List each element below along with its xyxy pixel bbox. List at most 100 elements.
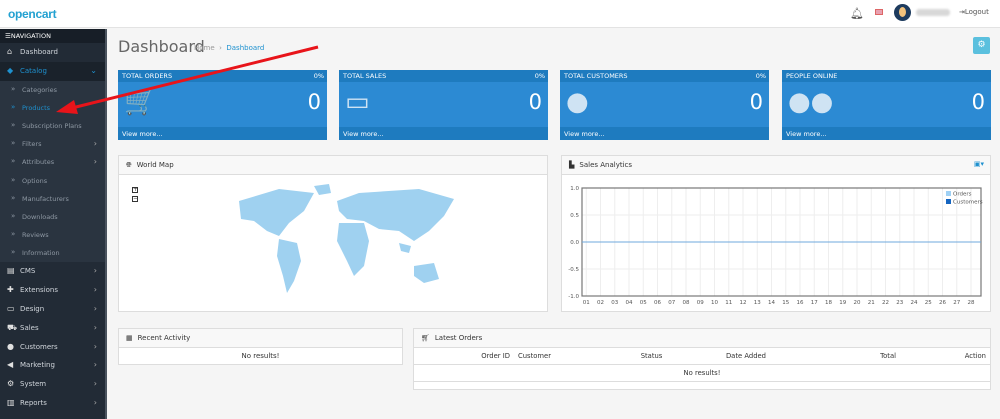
sidebar-item-label: Information	[22, 249, 60, 258]
sidebar-icon: »	[11, 102, 16, 111]
sidebar-item-label: Dashboard	[20, 48, 58, 56]
breadcrumb-home[interactable]: Home	[194, 44, 215, 52]
sales-chart: 01 02 03 04 05 06 07 08 09 10 11 12 13 14 15 16 17 18 19 20…	[568, 186, 982, 306]
opencart-logo[interactable]: opencart	[8, 3, 57, 23]
sidebar-item-design[interactable]: ▭ Design ›	[0, 300, 105, 319]
sidebar-icon: »	[11, 157, 16, 166]
latest-orders-panel: 🛒︎ Latest Orders Order ID Customer Status…	[413, 328, 991, 390]
sidebar-icon: ▥	[7, 398, 15, 408]
latest-orders-title: Latest Orders	[434, 334, 483, 342]
sidebar-item-products[interactable]: » Products	[0, 98, 105, 117]
tile-icon: ●	[566, 87, 589, 117]
sidebar-item-label: Reports	[20, 399, 47, 408]
x-tick-label: 16	[797, 300, 804, 306]
bell-icon[interactable]: 🔔︎	[850, 7, 864, 20]
tile-value: 0	[749, 90, 763, 114]
view-more-link[interactable]: View more...	[118, 127, 327, 140]
calendar-dropdown-icon[interactable]: ▣▾	[973, 160, 984, 168]
recent-activity-panel: ▦ Recent Activity No results!	[118, 328, 403, 365]
sales-analytics-panel: ▙ Sales Analytics ▣▾ 01 02 03 04 05 06 07 08 09 10…	[561, 155, 991, 312]
sidebar-item-reports[interactable]: ▥ Reports ›	[0, 394, 105, 413]
sidebar-icon: ⛟	[7, 322, 18, 332]
world-map[interactable]	[219, 181, 479, 306]
sidebar-item-label: Catalog	[20, 66, 47, 75]
sidebar-item-subscription-plans[interactable]: » Subscription Plans	[0, 116, 105, 136]
view-more-link[interactable]: View more...	[782, 127, 991, 140]
legend-swatch	[946, 199, 951, 204]
chevron-icon: ›	[93, 341, 97, 351]
sidebar-item-options[interactable]: » Options	[0, 171, 105, 190]
column-customer[interactable]: Customer	[514, 348, 603, 365]
x-tick-label: 13	[754, 300, 761, 306]
x-tick-label: 05	[640, 300, 647, 306]
sidebar-item-categories[interactable]: » Categories	[0, 80, 105, 99]
legend-label: Orders	[953, 192, 972, 198]
tile-total-sales: TOTAL SALES 0% ▭ 0 View more...	[339, 70, 548, 140]
sidebar-item-system[interactable]: ⚙ System ›	[0, 375, 105, 394]
x-tick-label: 20	[854, 300, 861, 306]
sidebar-item-extensions[interactable]: ✚ Extensions ›	[0, 281, 105, 300]
x-tick-label: 12	[740, 300, 747, 306]
tile-icon: ●●	[788, 87, 834, 117]
chevron-icon: ›	[93, 379, 97, 389]
sidebar-item-label: Subscription Plans	[22, 121, 82, 130]
chevron-icon: ›	[93, 322, 97, 332]
column-status[interactable]: Status	[602, 348, 667, 365]
view-more-link[interactable]: View more...	[560, 127, 769, 140]
settings-button[interactable]: ⚙	[973, 37, 990, 54]
y-tick-label: -0.5	[568, 267, 579, 273]
sidebar-icon: »	[11, 175, 16, 184]
y-tick-label: -1.0	[568, 294, 579, 300]
sidebar-item-attributes[interactable]: » Attributes ›	[0, 153, 105, 172]
sidebar-item-reviews[interactable]: » Reviews	[0, 226, 105, 245]
map-zoom-out-button[interactable]: −	[132, 195, 139, 202]
tile-icon: ▭	[345, 87, 370, 117]
logout-link[interactable]: ⇥Logout	[959, 8, 989, 16]
world-map-panel: 🌐︎ World Map + −	[118, 155, 548, 312]
sidebar-item-filters[interactable]: » Filters ›	[0, 135, 105, 154]
view-more-link[interactable]: View more...	[339, 127, 548, 140]
avatar[interactable]	[894, 4, 911, 21]
x-tick-label: 17	[811, 300, 818, 306]
x-tick-label: 15	[782, 300, 789, 306]
sidebar-icon: »	[11, 120, 16, 129]
sidebar-item-information[interactable]: » Information	[0, 244, 105, 263]
tile-people-online: PEOPLE ONLINE ●● 0 View more...	[782, 70, 991, 140]
cart-icon: 🛒︎	[421, 334, 430, 342]
tile-title: PEOPLE ONLINE	[786, 72, 838, 80]
page-title: Dashboard	[118, 37, 205, 56]
language-flag-icon[interactable]	[875, 9, 883, 15]
top-header: opencart 🔔︎ ⇥Logout	[0, 0, 1000, 28]
x-tick-label: 27	[953, 300, 960, 306]
sidebar-item-sales[interactable]: ⛟ Sales ›	[0, 319, 105, 338]
sidebar-icon: ▭	[7, 304, 15, 314]
chevron-icon: ›	[93, 266, 97, 276]
x-tick-label: 18	[825, 300, 832, 306]
sidebar-item-customers[interactable]: ● Customers ›	[0, 338, 105, 357]
sidebar-icon: ⚙	[7, 379, 15, 389]
map-zoom-in-button[interactable]: +	[132, 186, 139, 193]
column-total[interactable]: Total	[770, 348, 900, 365]
navigation-label: NAVIGATION	[10, 32, 51, 40]
sidebar-icon: »	[11, 248, 16, 257]
sidebar-item-manufacturers[interactable]: » Manufacturers	[0, 189, 105, 208]
sidebar-item-catalog[interactable]: ◆ Catalog ⌄	[0, 61, 105, 81]
tile-icon: 🛒	[124, 87, 157, 117]
chevron-icon: ›	[93, 285, 97, 295]
column-date-added[interactable]: Date Added	[666, 348, 770, 365]
x-tick-label: 08	[683, 300, 690, 306]
sidebar-item-cms[interactable]: ▤ CMS ›	[0, 262, 105, 281]
x-tick-label: 14	[768, 300, 775, 306]
column-order-id[interactable]: Order ID	[414, 348, 514, 365]
username[interactable]	[916, 9, 950, 16]
x-tick-label: 19	[839, 300, 846, 306]
sidebar-item-marketing[interactable]: ◀ Marketing ›	[0, 356, 105, 375]
x-tick-label: 07	[668, 300, 675, 306]
breadcrumb-dashboard[interactable]: Dashboard	[226, 44, 265, 52]
sidebar-item-downloads[interactable]: » Downloads	[0, 207, 105, 227]
globe-icon: 🌐︎	[126, 161, 132, 169]
chevron-icon: ›	[93, 304, 97, 314]
no-results-text: No results!	[241, 352, 280, 360]
sidebar-item-dashboard[interactable]: ⌂ Dashboard	[0, 43, 105, 62]
sidebar-item-label: Customers	[20, 342, 58, 351]
